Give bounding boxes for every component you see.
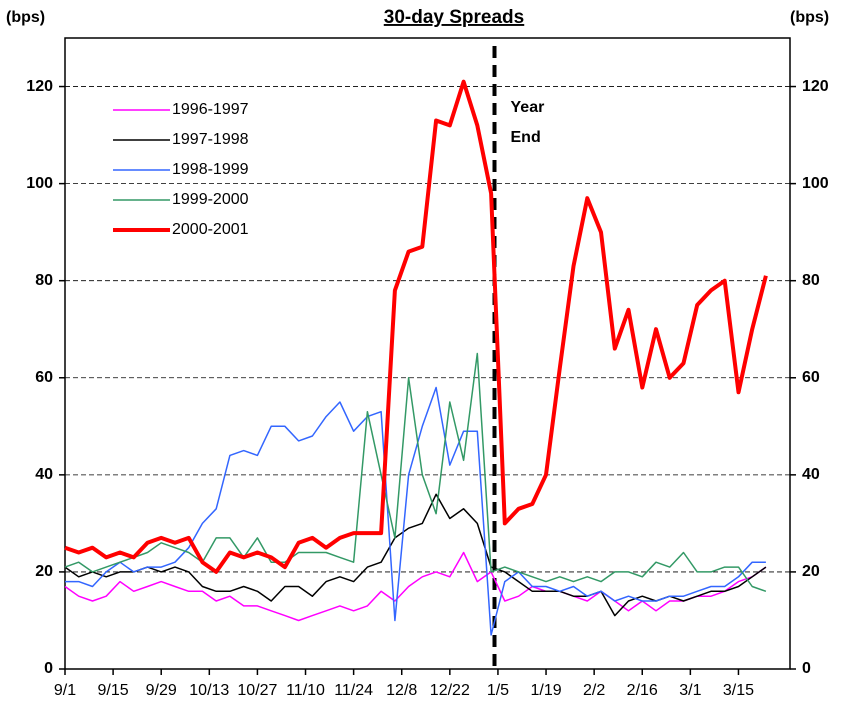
annotation: End	[511, 129, 541, 146]
x-tick-label: 9/15	[98, 682, 129, 699]
legend-label: 1997-1998	[172, 131, 249, 148]
x-tick-label: 2/16	[627, 682, 658, 699]
x-tick-label: 11/10	[286, 682, 325, 699]
x-tick-label: 9/29	[146, 682, 177, 699]
x-tick-label: 2/2	[583, 682, 605, 699]
x-tick-label: 10/27	[237, 682, 277, 699]
y-tick-label: 20	[35, 563, 53, 580]
x-tick-label: 3/15	[723, 682, 754, 699]
y-axis-label: (bps)	[6, 9, 45, 26]
y2-tick-label: 80	[802, 272, 820, 289]
y-tick-label: 120	[26, 78, 53, 95]
x-tick-label: 3/1	[679, 682, 701, 699]
x-tick-label: 9/1	[54, 682, 76, 699]
chart-title: 30-day Spreads	[384, 7, 524, 28]
x-tick-label: 12/8	[386, 682, 417, 699]
y-tick-label: 100	[26, 175, 53, 192]
y-tick-label: 0	[44, 660, 53, 677]
legend-label: 1996-1997	[172, 101, 249, 118]
y2-tick-label: 100	[802, 175, 829, 192]
y2-tick-label: 20	[802, 563, 820, 580]
x-tick-label: 1/19	[530, 682, 561, 699]
series-line	[64, 551, 767, 622]
y-tick-label: 40	[35, 466, 53, 483]
x-tick-label: 1/5	[487, 682, 509, 699]
x-tick-label: 12/22	[430, 682, 470, 699]
series-line	[64, 79, 768, 574]
series-line	[64, 493, 767, 617]
legend-label: 2000-2001	[172, 221, 249, 238]
x-tick-label: 10/13	[189, 682, 229, 699]
y-tick-label: 80	[35, 272, 53, 289]
annotation: Year	[511, 99, 545, 116]
y2-tick-label: 0	[802, 660, 811, 677]
y-tick-label: 60	[35, 369, 53, 386]
legend-label: 1998-1999	[172, 161, 249, 178]
y2-tick-label: 120	[802, 78, 829, 95]
legend-label: 1999-2000	[172, 191, 249, 208]
x-tick-label: 11/24	[334, 682, 373, 699]
series-line	[64, 352, 767, 593]
y2-axis-label: (bps)	[790, 9, 829, 26]
y2-tick-label: 60	[802, 369, 820, 386]
series-line	[65, 386, 766, 636]
y2-tick-label: 40	[802, 466, 820, 483]
plot-frame	[64, 37, 791, 670]
